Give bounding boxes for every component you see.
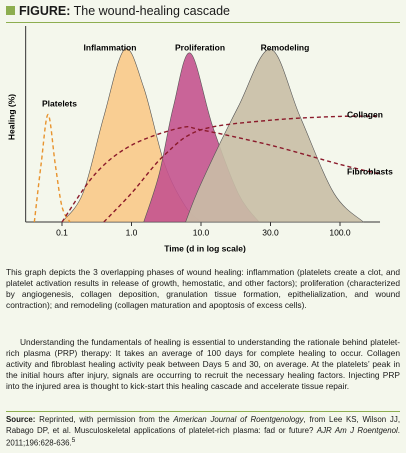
caption: Understanding the fundamentals of healin… (6, 337, 400, 391)
x-tick-label: 10.0 (193, 227, 210, 237)
series-label: Inflammation (84, 42, 137, 52)
series-label: Platelets (42, 98, 77, 108)
source-text: Reprinted, with permission from the (35, 415, 174, 424)
x-tick-label: 0.1 (56, 227, 68, 237)
figure-label: FIGURE: (19, 4, 71, 18)
bullet (6, 6, 15, 15)
phase-line (33, 113, 71, 223)
caption: This graph depicts the 3 overlapping pha… (6, 267, 400, 310)
x-axis-label: Time (d in log scale) (164, 243, 246, 253)
series-label: Remodeling (261, 42, 310, 52)
source-text: . 2011;196:628-636. (6, 425, 400, 448)
chart: Healing (%) Time (d in log scale) 0.1 1.0… (6, 26, 393, 253)
phase-line (61, 125, 381, 223)
series-label: Proliferation (175, 42, 225, 52)
y-axis-label: Healing (%) (6, 94, 16, 140)
figure-title: The wound-healing cascade (73, 4, 230, 18)
source-label: Source: (6, 415, 36, 424)
x-tick-label: 30.0 (262, 227, 279, 237)
series-label: Collagen (347, 109, 383, 119)
x-tick-label: 100.0 (329, 227, 351, 237)
figure-header: FIGURE: The wound-healing cascade (6, 4, 400, 23)
journal: American Journal of Roentgenology (173, 415, 304, 424)
journal-abbrev: AJR Am J Roentgenol (316, 425, 398, 435)
x-tick-label: 1.0 (126, 227, 138, 237)
series-label: Fibroblasts (347, 166, 393, 176)
source-text: , from Lee KS, Wilson JJ, Rabago DP, et … (6, 415, 401, 435)
phase-area (185, 48, 365, 223)
reference: 5 (71, 437, 76, 444)
source: Source: Reprinted, with permission from … (6, 411, 400, 449)
